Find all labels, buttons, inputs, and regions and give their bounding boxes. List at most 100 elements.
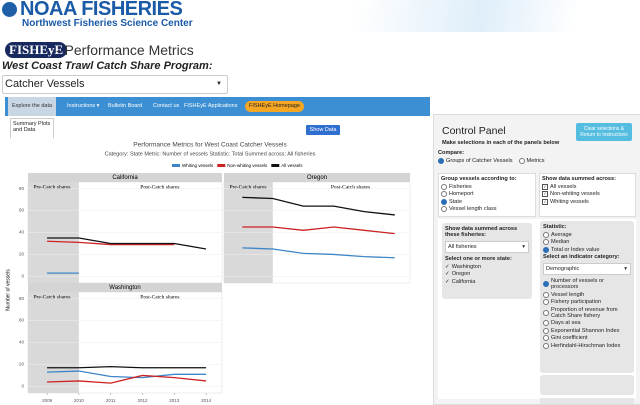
legend-swatch	[172, 164, 180, 167]
option-label: Groups of Catcher Vessels	[446, 157, 513, 164]
option[interactable]: ✓ California	[445, 278, 476, 285]
annotation: Pre-Catch shares	[33, 184, 70, 190]
y-tick-label: 0	[21, 274, 24, 279]
radio[interactable]	[441, 191, 447, 197]
radio[interactable]	[543, 309, 549, 316]
header-bar	[0, 0, 640, 32]
radio[interactable]	[543, 291, 549, 298]
summed-box: Show data summed across: ✓ All vessels ✓ Non…	[539, 173, 636, 217]
clear-button[interactable]: Clear selections & Return to Instruction…	[576, 123, 632, 141]
option-row: Groups of Catcher Vessels Metrics	[438, 156, 634, 165]
nav-tab[interactable]: Bulletin Board	[108, 103, 143, 109]
option-label: Proportion of revenue from Catch Share f…	[551, 306, 618, 319]
legend-label: Whiting vessels	[182, 163, 214, 168]
option[interactable]: Groups of Catcher Vessels	[438, 157, 513, 164]
option-label: Washington	[451, 263, 482, 270]
option-label: Oregon	[451, 271, 471, 277]
program: West Coast Trawl Catch Share Program:	[2, 60, 213, 72]
logo[interactable]: NOAA FISHERIES	[20, 0, 183, 20]
option[interactable]: Total or Index value	[543, 246, 631, 253]
extra-box	[540, 375, 634, 395]
option[interactable]: Median	[543, 239, 631, 245]
option[interactable]: ✓ Oregon	[445, 271, 471, 277]
y-tick-label: 0	[21, 384, 24, 389]
radio[interactable]	[438, 157, 444, 164]
nav-tab[interactable]: FISHEyE Homepage	[245, 101, 305, 112]
annotation: Post-Catch shares	[331, 184, 370, 190]
annotation: Post-Catch shares	[140, 294, 179, 300]
radio[interactable]	[518, 157, 525, 164]
dropdown[interactable]: All fisheries ▾	[445, 241, 529, 253]
x-tick-label: 2014	[201, 398, 212, 403]
legend-swatch	[271, 164, 280, 167]
option-label: Fishery participation	[551, 299, 602, 305]
strip	[28, 283, 222, 292]
show-data-button[interactable]: Show Data	[306, 125, 340, 135]
option[interactable]: ✓ All vessels	[542, 183, 633, 190]
option[interactable]: ✓ Washington	[445, 263, 482, 270]
label: Group vessels according to:	[441, 176, 517, 182]
option-label: Herfindahl-Hirschman Index	[551, 342, 621, 349]
radio[interactable]	[441, 206, 447, 212]
noaa-emblem	[2, 2, 17, 17]
option-label: State	[449, 198, 463, 205]
hint: Make selections in each of the panels be…	[442, 140, 560, 146]
option[interactable]: Fisheries	[441, 183, 533, 190]
series-line	[242, 247, 395, 259]
option[interactable]: Vessel length	[543, 291, 631, 298]
option[interactable]: Exponential Shannon Index	[543, 327, 631, 334]
checkbox[interactable]: ✓	[542, 191, 548, 197]
vessel-select[interactable]: Catcher Vessels ▼	[2, 75, 228, 94]
checkbox[interactable]: ✓	[542, 198, 548, 205]
radio[interactable]	[543, 239, 549, 245]
option[interactable]: Average	[543, 231, 631, 238]
radio[interactable]	[441, 183, 447, 190]
nav-tab[interactable]: Explore the data	[8, 97, 57, 116]
option[interactable]: Vessel length class	[441, 206, 533, 212]
y-tick-label: 60	[19, 318, 25, 323]
extra-box	[540, 398, 634, 404]
radio[interactable]	[543, 231, 549, 238]
subtab[interactable]: Summary Plots and Data	[10, 118, 54, 138]
series-line	[47, 237, 207, 250]
option[interactable]: Days at sea	[543, 320, 631, 326]
option-label: Average	[551, 231, 572, 238]
radio[interactable]	[543, 246, 549, 253]
radio[interactable]	[543, 320, 549, 326]
option[interactable]: Proportion of revenue from Catch Share f…	[543, 307, 631, 319]
option[interactable]: State	[441, 198, 533, 205]
x-tick-label: 2011	[106, 398, 116, 403]
dropdown[interactable]: Demographic ▾	[543, 263, 631, 275]
option[interactable]: ✓ Whiting vessels	[542, 198, 633, 205]
nav-tab[interactable]: Instructions ▾	[67, 103, 100, 109]
strip	[28, 173, 222, 182]
y-tick-label: 20	[19, 362, 25, 367]
option[interactable]: Herfindahl-Hirschman Index	[543, 342, 631, 349]
option[interactable]: Metrics	[518, 157, 545, 164]
radio[interactable]	[543, 281, 549, 287]
radio[interactable]	[441, 198, 447, 205]
series-line	[242, 226, 395, 235]
option[interactable]: ✓ Non-whiting vessels	[542, 191, 633, 197]
nav-bar: Explore the data Instructions ▾ Bulletin B…	[5, 97, 430, 116]
radio[interactable]	[543, 299, 549, 305]
strip	[224, 173, 410, 182]
option-label: Fisheries	[449, 183, 472, 190]
radio[interactable]	[543, 327, 549, 334]
option-label: Total or Index value	[551, 246, 600, 253]
x-tick-label: 2010	[74, 398, 85, 403]
statistic-box: Statistic: Average Median Total or Index va…	[540, 221, 634, 373]
nav-tab[interactable]: FISHEyE Applications	[184, 103, 238, 109]
radio[interactable]	[543, 335, 549, 341]
app-title: - Performance Metrics	[56, 42, 194, 58]
option[interactable]: Gini coefficient	[543, 335, 631, 341]
checkbox[interactable]: ✓	[542, 183, 548, 190]
option[interactable]: Homeport	[441, 191, 533, 197]
radio[interactable]	[543, 342, 549, 349]
option[interactable]: Fishery participation	[543, 299, 631, 305]
annotation: Post-Catch shares	[140, 184, 179, 190]
nav-tab[interactable]: Contact us	[153, 103, 180, 109]
compare: Compare: Groups of Catcher Vessels Metrics	[438, 150, 634, 165]
option[interactable]: Number of vessels or processors	[543, 278, 631, 290]
